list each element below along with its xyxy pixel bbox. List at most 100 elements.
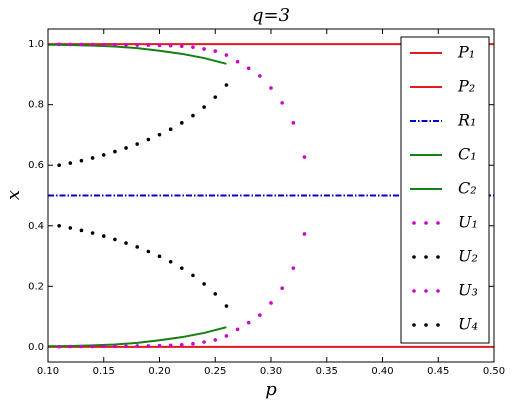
- point: [180, 121, 184, 125]
- point: [79, 228, 84, 233]
- x-tick-label: 0.30: [260, 366, 282, 377]
- point: [235, 327, 240, 332]
- point: [180, 266, 184, 270]
- y-tick-label: 0.0: [28, 342, 44, 353]
- x-axis-label: p: [265, 379, 277, 400]
- point: [101, 234, 106, 238]
- point: [224, 304, 229, 308]
- point: [57, 344, 61, 349]
- legend-marker: [436, 289, 440, 293]
- point: [146, 43, 151, 47]
- point: [202, 47, 206, 51]
- point: [135, 245, 139, 249]
- point: [135, 142, 139, 146]
- point: [224, 334, 229, 338]
- series-line: [47, 326, 227, 348]
- point: [191, 273, 195, 278]
- series-line: [47, 43, 227, 65]
- chart-title: q=3: [252, 5, 290, 26]
- point: [113, 344, 117, 349]
- legend-marker: [424, 323, 428, 327]
- point: [68, 344, 73, 349]
- y-tick-label: 0.4: [28, 221, 44, 232]
- point: [202, 105, 206, 109]
- point: [280, 286, 284, 290]
- point: [302, 232, 307, 236]
- point: [79, 158, 84, 163]
- x-tick-label: 0.35: [316, 366, 338, 377]
- y-axis-label: x: [3, 190, 24, 200]
- point: [113, 149, 117, 154]
- point: [113, 237, 117, 242]
- point: [202, 282, 206, 286]
- x-tick-label: 0.45: [427, 366, 449, 377]
- point: [202, 340, 206, 344]
- y-tick-label: 0.2: [28, 281, 44, 292]
- point: [213, 95, 218, 99]
- x-tick-label: 0.50: [483, 366, 505, 377]
- point: [157, 254, 162, 259]
- legend-marker: [424, 255, 428, 259]
- legend-marker: [436, 255, 440, 259]
- legend-marker: [436, 221, 440, 225]
- point: [113, 42, 117, 47]
- point: [90, 156, 95, 160]
- legend-marker: [412, 323, 416, 327]
- point: [168, 259, 173, 264]
- point: [57, 223, 61, 228]
- point: [79, 344, 84, 349]
- point: [291, 121, 296, 125]
- legend-label: C₂: [458, 179, 477, 198]
- point: [258, 313, 262, 317]
- legend-marker: [436, 323, 440, 327]
- point: [224, 53, 229, 57]
- point: [57, 42, 61, 47]
- legend-marker: [412, 289, 416, 293]
- legend-marker: [424, 289, 428, 293]
- point: [101, 344, 106, 349]
- point: [180, 44, 184, 49]
- y-tick-label: 0.6: [28, 160, 44, 171]
- point: [101, 42, 106, 47]
- point: [124, 344, 128, 349]
- point: [57, 163, 61, 168]
- legend-label: P₁: [457, 43, 475, 62]
- point: [258, 74, 262, 78]
- point: [213, 338, 218, 342]
- point: [213, 292, 218, 296]
- point: [68, 226, 73, 230]
- x-tick-label: 0.15: [93, 366, 115, 377]
- x-tick-label: 0.10: [37, 366, 59, 377]
- point: [213, 49, 218, 53]
- point: [124, 146, 128, 150]
- point: [90, 344, 95, 349]
- legend-marker: [412, 221, 416, 225]
- legend-label: C₁: [458, 145, 477, 164]
- legend-label: U₄: [458, 315, 478, 334]
- point: [146, 344, 151, 348]
- legend-label: U₃: [458, 281, 478, 300]
- point: [224, 83, 229, 87]
- point: [191, 45, 195, 49]
- point: [101, 153, 106, 157]
- point: [291, 266, 296, 270]
- legend-label: R₁: [457, 111, 476, 130]
- point: [246, 320, 251, 325]
- legend-label: U₂: [458, 247, 478, 266]
- point: [168, 343, 173, 348]
- y-tick-label: 0.8: [28, 100, 44, 111]
- legend-marker: [412, 255, 416, 259]
- plot-frame: [47, 28, 495, 363]
- point: [124, 241, 128, 245]
- x-tick-label: 0.20: [148, 366, 170, 377]
- point: [180, 342, 184, 347]
- point: [168, 127, 173, 132]
- legend-label: U₁: [458, 213, 478, 232]
- point: [302, 155, 307, 159]
- point: [191, 342, 195, 346]
- point: [235, 59, 240, 64]
- point: [68, 161, 73, 165]
- x-tick-label: 0.25: [204, 366, 226, 377]
- point: [280, 101, 284, 105]
